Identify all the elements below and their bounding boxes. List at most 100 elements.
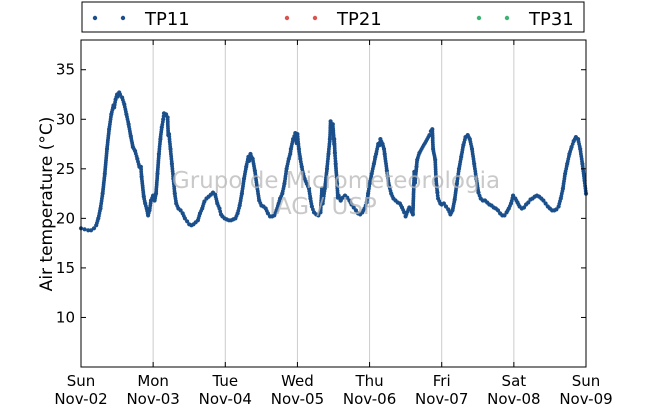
data-point	[139, 172, 144, 177]
data-point	[541, 198, 546, 203]
data-point	[401, 208, 405, 212]
x-axis: SunNov-02MonNov-03TueNov-04WedNov-05ThuN…	[54, 40, 613, 408]
x-tick-label-day: Wed	[281, 372, 314, 390]
data-point	[199, 209, 204, 213]
data-point	[335, 179, 339, 184]
legend-marker	[504, 15, 510, 21]
y-tick-label: 30	[56, 110, 75, 128]
y-axis: 10 15 20 25 30 35	[56, 61, 586, 326]
data-point	[441, 201, 446, 206]
data-point	[273, 211, 278, 215]
data-point	[382, 149, 387, 154]
data-point	[303, 179, 308, 184]
legend-frame	[81, 1, 585, 33]
data-point	[166, 131, 171, 135]
data-point	[302, 174, 306, 179]
data-point	[256, 196, 261, 201]
data-point	[495, 208, 501, 213]
data-point	[333, 156, 338, 161]
data-point	[476, 188, 480, 193]
data-point	[241, 179, 246, 184]
data-point	[474, 174, 478, 179]
legend-marker	[284, 15, 290, 21]
legend-marker	[92, 15, 98, 21]
data-point	[286, 159, 291, 164]
data-point	[437, 199, 442, 203]
data-point	[379, 139, 384, 144]
data-point	[95, 218, 100, 223]
data-points	[78, 90, 589, 233]
data-point	[329, 121, 333, 126]
data-point	[124, 109, 128, 114]
data-point	[86, 228, 91, 233]
data-point	[82, 227, 87, 232]
data-point	[324, 169, 329, 173]
data-point	[361, 208, 366, 213]
data-point	[148, 201, 153, 205]
data-point	[526, 200, 531, 205]
data-point	[570, 142, 575, 146]
data-point	[435, 193, 440, 198]
data-point	[505, 208, 510, 213]
data-point	[296, 144, 301, 149]
x-tick-label-day: Thu	[354, 372, 383, 390]
data-point	[178, 208, 183, 213]
data-point	[128, 131, 133, 136]
x-tick-label-date: Nov-08	[487, 390, 540, 408]
data-point	[100, 194, 105, 199]
x-tick-label-date: Nov-05	[271, 390, 324, 408]
data-point	[197, 213, 202, 218]
legend: TP11 TP21 TP31	[81, 1, 585, 33]
data-point	[144, 204, 148, 208]
x-tick-label-day: Sun	[67, 372, 96, 390]
data-point	[91, 226, 97, 231]
y-tick-label: 15	[56, 259, 75, 277]
data-point	[214, 199, 219, 204]
data-point	[298, 154, 302, 159]
data-point	[365, 193, 370, 198]
data-point	[363, 203, 368, 208]
data-point	[181, 214, 186, 218]
data-point	[375, 144, 380, 149]
data-point	[172, 189, 177, 194]
data-point	[290, 139, 295, 144]
data-point	[288, 149, 293, 154]
x-tick-label-day: Fri	[433, 372, 451, 390]
data-point	[243, 167, 248, 172]
data-point	[332, 148, 337, 153]
data-point	[373, 157, 377, 162]
data-point	[345, 195, 350, 200]
y-tick-label: 25	[56, 160, 75, 178]
data-point	[558, 199, 562, 204]
watermark-line-1: Grupo de Micrometeorologia	[172, 168, 500, 194]
data-point	[567, 154, 571, 159]
data-point	[168, 144, 173, 149]
data-point	[174, 199, 178, 203]
data-point	[390, 194, 395, 199]
data-point	[449, 210, 454, 215]
data-point	[158, 139, 163, 144]
data-point	[456, 169, 461, 174]
x-tick-label-day: Mon	[137, 372, 169, 390]
data-point	[367, 184, 372, 189]
data-point	[371, 164, 376, 169]
data-point	[254, 182, 259, 187]
data-point	[443, 204, 449, 209]
data-point	[121, 100, 126, 104]
legend-marker	[476, 15, 482, 21]
watermark: Grupo de Micrometeorologia IAG / USP	[172, 168, 500, 220]
data-point	[264, 209, 269, 213]
data-point	[353, 208, 358, 213]
data-point	[326, 154, 331, 159]
data-point	[160, 120, 165, 124]
data-point	[216, 204, 221, 208]
data-point	[276, 203, 280, 208]
data-point	[237, 206, 241, 211]
data-point	[335, 193, 340, 198]
data-point	[577, 144, 582, 149]
plot-frame	[80, 39, 587, 368]
data-point	[351, 205, 356, 210]
data-point	[141, 192, 146, 197]
data-point	[431, 144, 435, 149]
data-point	[386, 181, 391, 186]
